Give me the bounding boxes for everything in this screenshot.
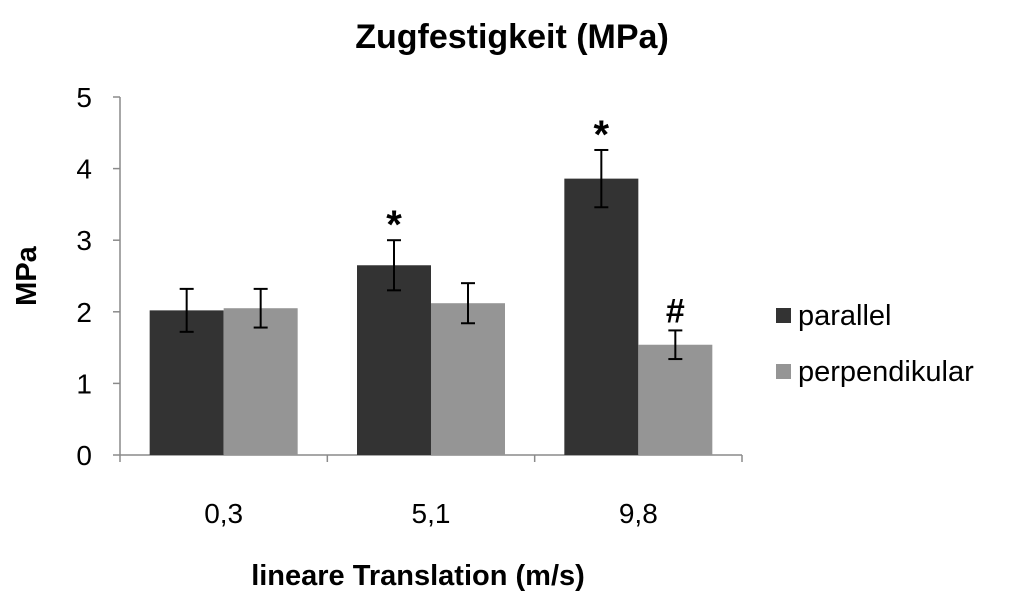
significance-marker: *: [386, 203, 402, 247]
significance-marker: #: [666, 292, 685, 330]
y-tick-label: 2: [76, 297, 92, 328]
legend: parallel perpendikular: [776, 300, 974, 388]
significance-marker: *: [594, 113, 610, 157]
bar-perpendikular: [638, 344, 713, 455]
error-bars: [179, 148, 683, 361]
y-tick-label: 3: [76, 225, 92, 256]
chart-title: Zugfestigkeit (MPa): [355, 18, 669, 56]
y-tick-label: 5: [76, 82, 92, 113]
bar-parallel: [564, 178, 639, 455]
significance-annotations: * * #: [386, 113, 685, 330]
legend-swatch: [776, 364, 791, 379]
bar-parallel: [357, 265, 431, 455]
legend-swatch: [776, 308, 791, 323]
y-axis-label: MPa: [11, 245, 43, 306]
y-tick-label: 1: [76, 368, 92, 399]
bar-parallel: [149, 310, 224, 455]
x-axis-label: lineare Translation (m/s): [251, 560, 585, 592]
y-tick-label: 4: [76, 154, 92, 185]
legend-label: parallel: [798, 300, 892, 332]
x-tick-label: 0,3: [204, 498, 243, 529]
x-tick-label: 9,8: [619, 498, 658, 529]
y-tick-label: 0: [76, 440, 92, 471]
bar-perpendikular: [223, 308, 298, 455]
legend-label: perpendikular: [798, 356, 974, 388]
x-tick-label: 5,1: [412, 498, 451, 529]
bar-perpendikular: [431, 303, 505, 455]
axes: 0 1 2 3 4 5 0,3 5,1 9,8: [76, 82, 743, 529]
bars: [149, 178, 713, 455]
